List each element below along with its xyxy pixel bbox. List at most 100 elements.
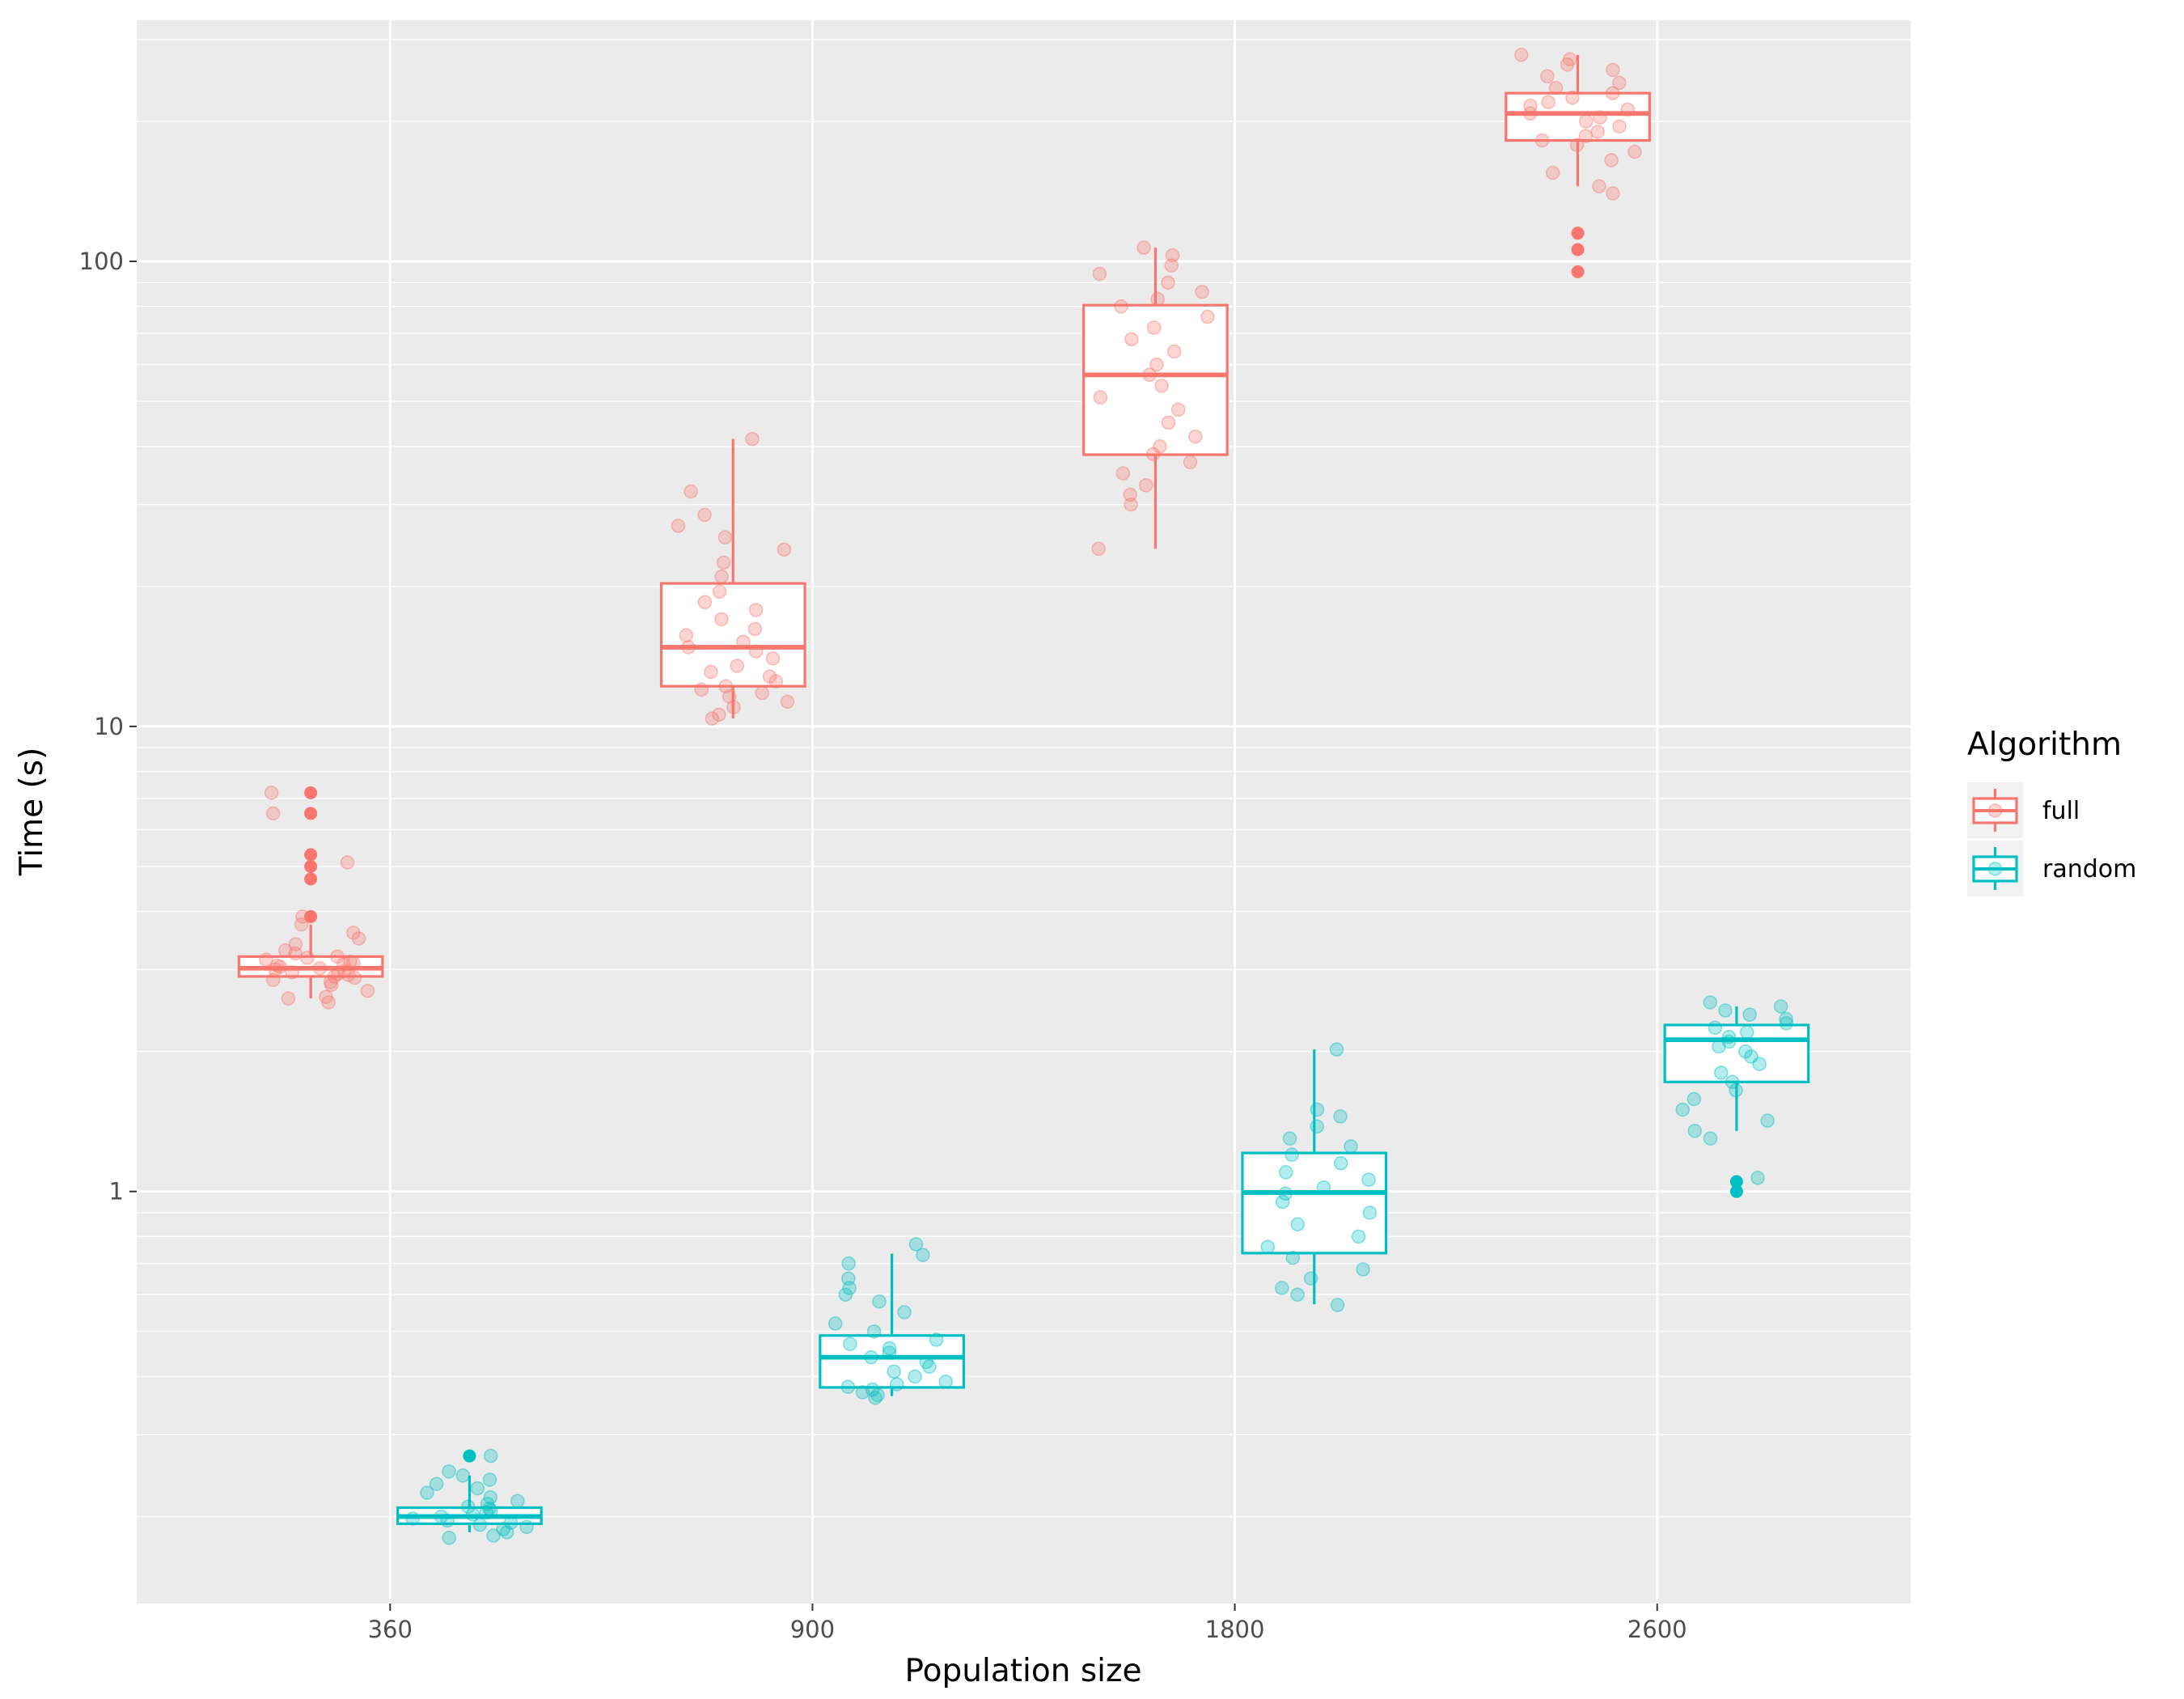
jitter-point — [264, 786, 279, 800]
legend: Algorithm full random — [1967, 727, 2136, 896]
jitter-point — [465, 1507, 480, 1522]
jitter-point — [716, 555, 731, 570]
jitter-point — [889, 1377, 904, 1392]
outlier-point — [1571, 265, 1585, 278]
box-iqr — [1082, 303, 1229, 456]
jitter-point — [1310, 1119, 1324, 1134]
jitter-point — [455, 1468, 471, 1483]
jitter-point — [1779, 1016, 1794, 1031]
jitter-point — [712, 584, 727, 599]
jitter-point — [327, 969, 342, 984]
jitter-point — [484, 1503, 498, 1518]
legend-key-point — [1987, 862, 2003, 876]
jitter-point — [1333, 1156, 1348, 1171]
jitter-point — [712, 707, 726, 722]
jitter-point — [486, 1528, 501, 1543]
jitter-point — [1362, 1205, 1378, 1220]
box-iqr — [819, 1334, 965, 1389]
jitter-point — [288, 937, 303, 951]
jitter-point — [1725, 1074, 1740, 1090]
jitter-point — [1590, 125, 1605, 139]
jitter-point — [319, 989, 333, 1004]
jitter-point — [1523, 106, 1538, 121]
jitter-point — [1124, 497, 1138, 512]
x-tick-label: 2600 — [1627, 1616, 1687, 1643]
jitter-point — [1164, 258, 1179, 273]
jitter-point — [1161, 415, 1176, 430]
jitter-point — [768, 674, 784, 688]
jitter-point — [736, 634, 751, 650]
jitter-point — [765, 651, 781, 666]
jitter-point — [1329, 1042, 1344, 1057]
jitter-point — [1742, 1007, 1757, 1022]
jitter-point — [1627, 144, 1642, 159]
jitter-point — [1123, 487, 1137, 502]
jitter-point — [777, 542, 792, 557]
jitter-point — [1091, 541, 1106, 557]
jitter-point — [343, 954, 358, 969]
box-full-2600 — [1505, 54, 1651, 187]
jitter-point — [919, 1354, 933, 1370]
jitter-point — [843, 1337, 857, 1351]
jitter-point — [679, 628, 694, 643]
jitter-point — [1729, 1083, 1743, 1098]
jitter-point — [762, 669, 777, 684]
jitter-point — [1166, 344, 1182, 359]
box-iqr — [1505, 91, 1651, 142]
jitter-point — [865, 1382, 880, 1397]
jitter-point — [1703, 995, 1717, 1010]
jitter-point — [882, 1341, 897, 1356]
jitter-point — [461, 1499, 476, 1515]
outlier-point — [304, 859, 318, 873]
box-iqr — [659, 582, 806, 688]
jitter-point — [1562, 52, 1577, 67]
x-tick-label: 1800 — [1205, 1616, 1265, 1643]
jitter-point — [1275, 1194, 1290, 1210]
jitter-point — [510, 1494, 525, 1508]
jitter-point — [1278, 1165, 1293, 1180]
box-iqr — [1663, 1023, 1810, 1083]
outlier-point — [1571, 243, 1585, 256]
jitter-point — [842, 1281, 857, 1295]
box-full-1800 — [1082, 248, 1229, 549]
jitter-point — [1290, 1217, 1306, 1232]
jitter-point — [916, 1248, 930, 1262]
jitter-point — [1738, 1044, 1753, 1059]
jitter-point — [1303, 1271, 1318, 1286]
jitter-point — [726, 700, 741, 714]
jitter-point — [855, 1385, 870, 1400]
jitter-point — [1361, 1172, 1376, 1187]
jitter-point — [1703, 1131, 1718, 1146]
jitter-point — [938, 1374, 954, 1389]
box-iqr — [1241, 1151, 1388, 1255]
jitter-point — [1560, 57, 1575, 72]
jitter-point — [346, 955, 361, 970]
y-axis-title: Time (s) — [14, 748, 50, 877]
jitter-point — [1138, 478, 1153, 493]
jitter-point — [718, 679, 733, 693]
jitter-point — [872, 1294, 887, 1309]
jitter-point — [1310, 1102, 1325, 1117]
jitter-point — [841, 1271, 856, 1286]
jitter-point — [312, 961, 328, 976]
jitter-point — [1146, 320, 1162, 335]
jitter-point — [1523, 99, 1538, 113]
jitter-point — [500, 1525, 514, 1540]
jitter-point — [1165, 248, 1180, 263]
jitter-point — [1154, 379, 1169, 393]
jitter-point — [868, 1390, 882, 1405]
x-axis-title: Population size — [905, 1653, 1142, 1689]
jitter-point — [1275, 1281, 1289, 1295]
jitter-point — [780, 694, 795, 710]
jitter-point — [1541, 95, 1555, 109]
jitter-point — [519, 1519, 534, 1535]
y-tick-label: 100 — [79, 248, 124, 275]
outlier-point — [304, 807, 318, 820]
jitter-point — [323, 975, 338, 989]
jitter-point — [1565, 90, 1580, 105]
jitter-point — [908, 1369, 922, 1384]
jitter-point — [503, 1515, 518, 1530]
minor-gridlines — [137, 39, 1911, 1518]
legend-label: random — [2042, 855, 2136, 883]
jitter-point — [1540, 69, 1555, 84]
